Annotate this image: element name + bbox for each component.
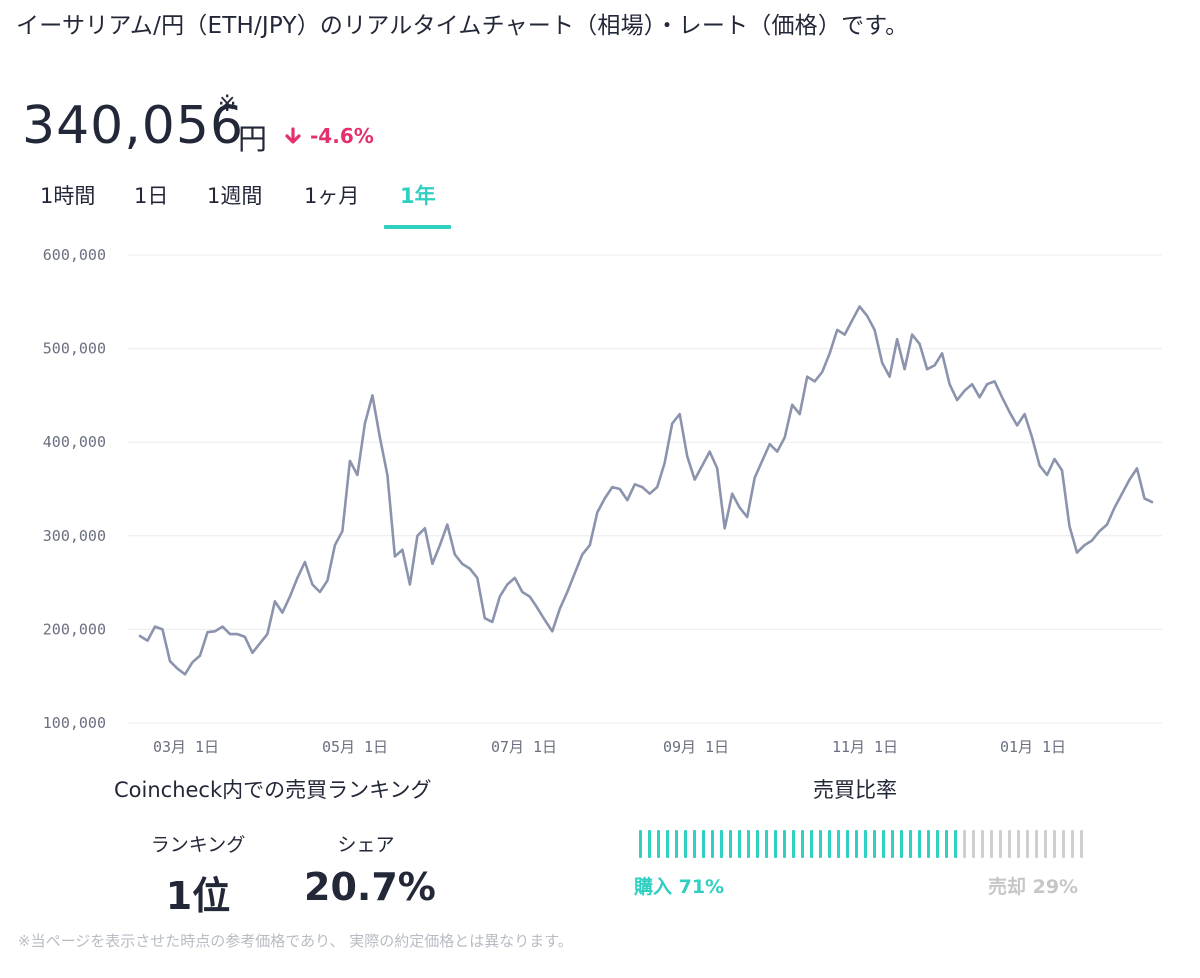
sell-ratio-tick — [1017, 830, 1020, 858]
buy-ratio-tick — [756, 830, 759, 858]
sell-ratio-tick — [1044, 830, 1047, 858]
tab-1-year[interactable]: 1年 — [400, 184, 436, 208]
buy-ratio-tick — [873, 830, 876, 858]
y-tick-label: 200,000 — [43, 620, 106, 638]
x-tick-label: 09月 1日 — [663, 738, 729, 756]
sell-ratio-tick — [963, 830, 966, 858]
buy-ratio-tick — [675, 830, 678, 858]
buy-ratio-tick — [810, 830, 813, 858]
buy-ratio-tick — [855, 830, 858, 858]
sell-ratio-tick — [972, 830, 975, 858]
buy-ratio-tick — [666, 830, 669, 858]
buy-ratio-tick — [819, 830, 822, 858]
y-tick-label: 500,000 — [43, 340, 106, 358]
buy-ratio-tick — [918, 830, 921, 858]
x-tick-label: 05月 1日 — [322, 738, 388, 756]
tab-1-day[interactable]: 1日 — [134, 184, 169, 208]
buy-ratio-tick — [927, 830, 930, 858]
buy-ratio-tick — [882, 830, 885, 858]
buy-ratio-tick — [693, 830, 696, 858]
buy-ratio-tick — [864, 830, 867, 858]
y-tick-label: 600,000 — [43, 246, 106, 264]
buy-ratio-tick — [801, 830, 804, 858]
buy-ratio-tick — [774, 830, 777, 858]
buy-ratio-tick — [648, 830, 651, 858]
buy-sell-ratio-bar — [639, 830, 1089, 858]
sell-ratio-tick — [1062, 830, 1065, 858]
y-tick-label: 100,000 — [43, 714, 106, 732]
buy-ratio-tick — [684, 830, 687, 858]
ranking-label: ランキング — [150, 834, 246, 856]
buy-ratio-tick — [828, 830, 831, 858]
buy-ratio-tick — [891, 830, 894, 858]
share-value: 20.7% — [304, 865, 436, 909]
buy-ratio-tick — [738, 830, 741, 858]
buy-ratio-tick — [936, 830, 939, 858]
x-tick-label: 07月 1日 — [491, 738, 557, 756]
buy-ratio-tick — [711, 830, 714, 858]
x-tick-label: 01月 1日 — [1000, 738, 1066, 756]
buy-ratio-tick — [720, 830, 723, 858]
sell-ratio-tick — [1008, 830, 1011, 858]
buy-ratio-tick — [747, 830, 750, 858]
buy-ratio-tick — [765, 830, 768, 858]
page-title: イーサリアム/円（ETH/JPY）のリアルタイムチャート（相場）・レート（価格）… — [16, 13, 909, 39]
buy-ratio-tick — [909, 830, 912, 858]
y-tick-label: 400,000 — [43, 433, 106, 451]
ranking-column: ランキング 1位 — [146, 830, 250, 920]
tab-1-month[interactable]: 1ヶ月 — [304, 184, 360, 208]
sell-ratio-tick — [1080, 830, 1083, 858]
sell-ratio-tick — [1026, 830, 1029, 858]
buy-ratio-tick — [783, 830, 786, 858]
buy-ratio-tick — [792, 830, 795, 858]
price-chart: 600,000 500,000 400,000 300,000 200,000 100,0… — [43, 246, 1162, 756]
share-column: シェア 20.7% — [304, 830, 436, 909]
sell-ratio-tick — [999, 830, 1002, 858]
buy-ratio-label: 購入 71% — [634, 876, 725, 898]
buy-ratio-tick — [657, 830, 660, 858]
tab-1-week[interactable]: 1週間 — [207, 184, 263, 208]
ratio-title: 売買比率 — [813, 778, 897, 802]
sell-ratio-tick — [1053, 830, 1056, 858]
sell-ratio-label: 売却 29% — [988, 876, 1079, 898]
active-tab-indicator — [384, 225, 451, 229]
sell-ratio-tick — [981, 830, 984, 858]
price-note-mark: ※ — [218, 92, 237, 117]
timeframe-tabs: 1時間 1日 1週間 1ヶ月 1年 — [22, 180, 482, 232]
x-tick-label: 03月 1日 — [153, 738, 219, 756]
price-disclaimer: ※当ページを表示させた時点の参考価格であり、 実際の約定価格とは異なります。 — [18, 932, 573, 950]
ranking-title: Coincheck内での売買ランキング — [114, 778, 432, 802]
ranking-value: 1位 — [165, 874, 231, 918]
price-change: -4.6% — [284, 124, 374, 148]
buy-ratio-tick — [702, 830, 705, 858]
buy-ratio-tick — [954, 830, 957, 858]
sell-ratio-tick — [1035, 830, 1038, 858]
y-tick-label: 300,000 — [43, 527, 106, 545]
current-price: 340,056 — [22, 96, 245, 156]
sell-ratio-tick — [990, 830, 993, 858]
sell-ratio-tick — [1071, 830, 1074, 858]
buy-ratio-tick — [639, 830, 642, 858]
buy-ratio-tick — [837, 830, 840, 858]
buy-ratio-tick — [900, 830, 903, 858]
price-change-value: -4.6% — [310, 124, 374, 148]
price-series-line — [138, 305, 1154, 676]
share-label: シェア — [337, 834, 395, 856]
arrow-down-icon — [285, 127, 301, 144]
buy-ratio-tick — [846, 830, 849, 858]
price-unit: 円 — [238, 122, 268, 156]
x-tick-label: 11月 1日 — [832, 738, 898, 756]
buy-ratio-tick — [729, 830, 732, 858]
tab-1-hour[interactable]: 1時間 — [40, 184, 96, 208]
buy-ratio-tick — [945, 830, 948, 858]
